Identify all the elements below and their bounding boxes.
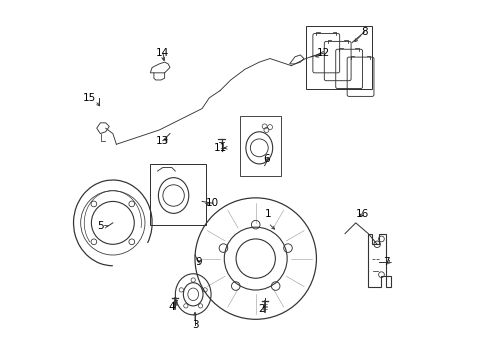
Text: 5: 5 xyxy=(97,221,104,231)
Text: 11: 11 xyxy=(213,143,226,153)
Bar xyxy=(150,164,206,225)
Text: 16: 16 xyxy=(356,209,369,219)
Text: 7: 7 xyxy=(383,257,390,267)
Text: 6: 6 xyxy=(263,154,270,163)
Text: 9: 9 xyxy=(195,257,202,267)
Text: 8: 8 xyxy=(361,27,368,37)
Text: 1: 1 xyxy=(265,209,271,219)
Text: 15: 15 xyxy=(83,93,96,103)
Bar xyxy=(306,26,372,89)
Text: 4: 4 xyxy=(169,302,175,312)
Text: 3: 3 xyxy=(192,320,198,330)
Text: 13: 13 xyxy=(156,136,170,146)
Text: 14: 14 xyxy=(156,48,170,58)
Text: 10: 10 xyxy=(206,198,220,208)
Text: 2: 2 xyxy=(258,303,265,314)
Bar xyxy=(240,116,281,176)
Text: 12: 12 xyxy=(317,48,330,58)
